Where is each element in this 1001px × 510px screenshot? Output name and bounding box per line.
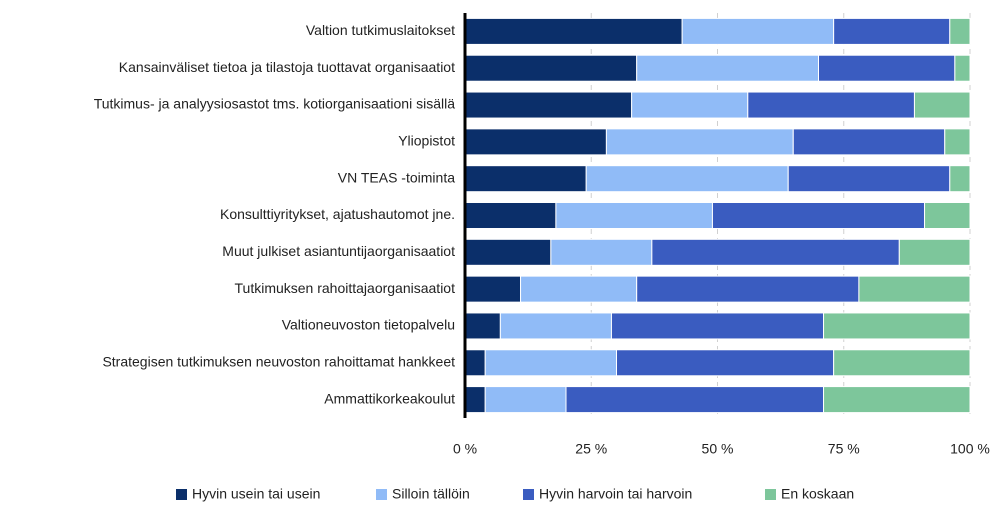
bar-segment bbox=[833, 17, 951, 45]
bar-segment bbox=[818, 54, 956, 82]
bar-segment bbox=[464, 202, 557, 229]
x-tick-label: 0 % bbox=[453, 441, 477, 457]
legend-label: Hyvin harvoin tai harvoin bbox=[539, 486, 692, 502]
bar-segment bbox=[464, 91, 633, 119]
bar-segment bbox=[954, 54, 971, 82]
y-tick-label: Muut julkiset asiantuntijaorganisaatiot bbox=[222, 243, 455, 259]
bar-segment bbox=[610, 312, 825, 340]
legend-swatch bbox=[176, 489, 187, 500]
bar-segment bbox=[484, 349, 618, 377]
bar-segment bbox=[605, 128, 794, 156]
bar-segment bbox=[949, 17, 971, 45]
bar-segment bbox=[681, 17, 835, 45]
bar-segment bbox=[464, 349, 486, 377]
bar-segment bbox=[833, 349, 971, 377]
bar-segment bbox=[464, 54, 638, 82]
legend-label: En koskaan bbox=[781, 486, 854, 502]
legend-swatch bbox=[765, 489, 776, 500]
bar-segment bbox=[636, 54, 820, 82]
y-tick-label: Valtion tutkimuslaitokset bbox=[306, 22, 455, 38]
bar-segment bbox=[924, 202, 971, 229]
bar-segment bbox=[585, 165, 789, 193]
bar-segment bbox=[484, 386, 567, 414]
y-tick-label: Yliopistot bbox=[398, 133, 455, 149]
bar-segment bbox=[949, 165, 971, 193]
bar-segment bbox=[464, 165, 587, 193]
y-tick-label: Tutkimus- ja analyysiosastot tms. kotior… bbox=[94, 96, 456, 112]
x-tick-label: 100 % bbox=[950, 441, 990, 457]
y-tick-label: VN TEAS -toiminta bbox=[338, 169, 455, 185]
bar-segment bbox=[464, 128, 607, 156]
bar-segment bbox=[792, 128, 946, 156]
bar-segment bbox=[464, 312, 501, 340]
bar-segment bbox=[913, 91, 971, 119]
legend-label: Silloin tällöin bbox=[392, 486, 470, 502]
bar-segment bbox=[616, 349, 835, 377]
bar-segment bbox=[858, 275, 971, 303]
bar-segment bbox=[823, 312, 971, 340]
legend-swatch bbox=[523, 489, 534, 500]
bar-segment bbox=[550, 238, 653, 266]
bar-segment bbox=[823, 386, 971, 414]
bar-segment bbox=[464, 386, 486, 414]
bar-segment bbox=[464, 238, 552, 266]
bar-segment bbox=[898, 238, 971, 266]
bar-segment bbox=[464, 275, 522, 303]
y-tick-label: Strategisen tutkimuksen neuvoston rahoit… bbox=[102, 353, 455, 369]
bar-segment bbox=[520, 275, 638, 303]
legend-label: Hyvin usein tai usein bbox=[192, 486, 320, 502]
bar-segment bbox=[711, 202, 926, 229]
bar-segment bbox=[636, 275, 860, 303]
x-tick-label: 75 % bbox=[828, 441, 860, 457]
bar-segment bbox=[464, 17, 683, 45]
x-tick-label: 50 % bbox=[702, 441, 734, 457]
bar-segment bbox=[565, 386, 825, 414]
bar-segment bbox=[944, 128, 971, 156]
y-tick-label: Valtioneuvoston tietopalvelu bbox=[282, 317, 455, 333]
bar-segment bbox=[631, 91, 749, 119]
y-tick-label: Konsulttiyritykset, ajatushautomot jne. bbox=[220, 206, 455, 222]
x-tick-label: 25 % bbox=[575, 441, 607, 457]
bar-segment bbox=[651, 238, 900, 266]
bar-segment bbox=[787, 165, 951, 193]
legend-swatch bbox=[376, 489, 387, 500]
bar-segment bbox=[499, 312, 612, 340]
y-tick-label: Tutkimuksen rahoittajaorganisaatiot bbox=[235, 280, 456, 296]
y-tick-label: Kansainväliset tietoa ja tilastoja tuott… bbox=[119, 59, 455, 75]
y-tick-label: Ammattikorkeakoulut bbox=[324, 390, 455, 406]
bar-segment bbox=[747, 91, 915, 119]
bar-segment bbox=[555, 202, 713, 229]
